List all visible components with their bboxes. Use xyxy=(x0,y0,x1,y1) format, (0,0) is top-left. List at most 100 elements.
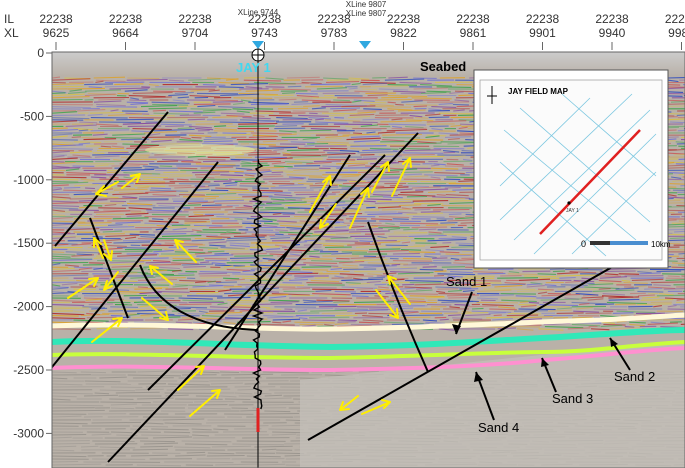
reflector-segment xyxy=(362,195,383,198)
reflector-segment xyxy=(208,184,220,187)
reflector-segment xyxy=(667,275,680,278)
reflector-segment xyxy=(181,263,214,266)
reflector-segment xyxy=(128,224,155,226)
reflector-segment xyxy=(331,252,353,255)
reflector-segment xyxy=(443,151,456,154)
reflector-segment xyxy=(368,276,386,279)
reflector-segment xyxy=(450,271,474,274)
reflector-segment xyxy=(401,207,412,210)
reflector-segment xyxy=(681,275,685,277)
reflector-segment xyxy=(291,102,320,105)
reflector-segment xyxy=(356,245,387,248)
reflector-segment xyxy=(91,421,142,424)
reflector-segment xyxy=(400,266,421,269)
reflector-segment xyxy=(392,260,433,262)
reflector-segment xyxy=(216,281,238,284)
reflector-segment xyxy=(282,213,325,216)
reflector-segment xyxy=(52,141,74,144)
reflector-segment xyxy=(616,310,656,314)
reflector-segment xyxy=(374,201,414,204)
reflector-segment xyxy=(302,324,316,328)
reflector-segment xyxy=(153,246,168,250)
reflector-segment xyxy=(126,309,167,312)
reflector-segment xyxy=(143,442,179,445)
reflector-segment xyxy=(259,170,272,174)
reflector-segment xyxy=(464,305,498,308)
reflector-segment xyxy=(428,231,442,234)
reflector-segment xyxy=(321,112,358,115)
reflector-segment xyxy=(72,154,91,157)
slip-arrow xyxy=(93,237,104,259)
reflector-segment xyxy=(567,327,591,330)
reflector-segment xyxy=(278,98,297,101)
reflector-segment xyxy=(540,298,583,301)
reflector-segment xyxy=(95,226,135,229)
reflector-segment xyxy=(125,180,166,183)
reflector-segment xyxy=(218,289,232,292)
reflector-segment xyxy=(378,216,410,219)
reflector-segment xyxy=(148,220,179,223)
reflector-segment xyxy=(282,277,291,280)
reflector-segment xyxy=(388,123,426,126)
reflector-segment xyxy=(132,316,151,319)
reflector-segment xyxy=(282,287,311,290)
reflector-segment xyxy=(142,136,181,138)
reflector-segment xyxy=(261,448,277,451)
reflector-segment xyxy=(110,257,142,259)
reflector-segment xyxy=(325,103,368,107)
reflector-segment xyxy=(387,101,396,104)
reflector-segment xyxy=(309,316,350,319)
reflector-segment xyxy=(205,311,243,314)
reflector-segment xyxy=(294,191,330,193)
slip-arrow xyxy=(309,175,332,213)
reflector-segment xyxy=(328,249,369,252)
reflector-segment xyxy=(449,155,466,158)
reflector-segment xyxy=(145,190,177,193)
reflector-segment xyxy=(98,207,126,209)
reflector-segment xyxy=(130,97,139,100)
reflector-segment xyxy=(355,129,382,132)
reflector-segment xyxy=(677,129,685,132)
reflector-segment xyxy=(153,128,195,132)
reflector-segment xyxy=(96,103,126,107)
reflector-segment xyxy=(89,111,124,114)
reflector-segment xyxy=(667,308,685,310)
reflector-segment xyxy=(104,136,142,139)
reflector-segment xyxy=(629,321,646,324)
reflector-segment xyxy=(145,422,164,425)
reflector-segment xyxy=(411,97,452,100)
reflector-segment xyxy=(356,306,390,308)
reflector-segment xyxy=(401,100,423,103)
reflector-segment xyxy=(128,207,152,210)
reflector-segment xyxy=(52,213,66,217)
reflector-segment xyxy=(302,319,336,322)
scale-bar: 0 10km xyxy=(581,239,671,249)
reflector-segment xyxy=(571,323,601,327)
reflector-segment xyxy=(52,78,91,81)
reflector-segment xyxy=(508,312,541,315)
reflector-segment xyxy=(375,114,409,116)
reflector-segment xyxy=(250,103,288,105)
reflector-segment xyxy=(287,85,302,88)
reflector-segment xyxy=(52,233,75,235)
reflector-segment xyxy=(606,301,648,305)
reflector-segment xyxy=(436,86,472,88)
reflector-segment xyxy=(367,273,383,276)
reflector-segment xyxy=(209,169,244,173)
reflector-segment xyxy=(400,249,422,251)
il-tick-label: 22238 xyxy=(387,12,421,26)
reflector-segment xyxy=(174,251,206,254)
reflector-segment xyxy=(579,302,590,306)
reflector-segment xyxy=(153,112,190,115)
reflector-segment xyxy=(157,160,179,163)
reflector-segment xyxy=(425,296,445,299)
reflector-segment xyxy=(292,238,331,240)
reflector-segment xyxy=(233,211,258,214)
reflector-segment xyxy=(669,237,685,240)
reflector-segment xyxy=(349,169,386,172)
reflector-segment xyxy=(671,176,682,179)
reflector-segment xyxy=(421,310,458,313)
reflector-segment xyxy=(443,282,471,284)
xl-tick-label: 9664 xyxy=(112,26,139,40)
reflector-segment xyxy=(65,124,97,127)
